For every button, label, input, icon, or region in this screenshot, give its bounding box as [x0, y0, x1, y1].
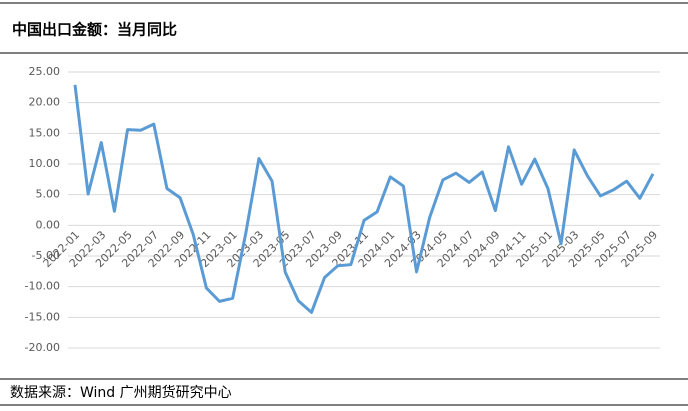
y-tick-label: -5.00: [32, 249, 60, 262]
y-tick-label: -20.00: [25, 341, 60, 354]
source-note: 数据来源：Wind 广州期货研究中心: [10, 384, 232, 401]
chart-title: 中国出口金额：当月同比: [12, 21, 177, 39]
y-tick-label: 20.00: [29, 96, 61, 109]
data-line: [73, 84, 655, 314]
y-tick-label: 10.00: [29, 157, 61, 170]
y-tick-label: 0.00: [36, 218, 61, 231]
y-tick-label: 25.00: [29, 65, 61, 78]
y-tick-label: -15.00: [25, 310, 60, 323]
y-tick-label: 15.00: [29, 126, 61, 139]
y-tick-label: 5.00: [36, 188, 61, 201]
y-tick-label: -10.00: [25, 280, 60, 293]
